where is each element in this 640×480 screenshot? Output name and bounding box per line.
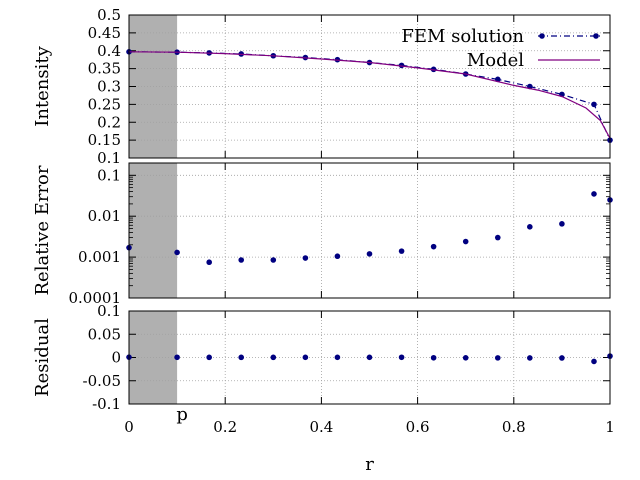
legend: FEM solution Model (401, 26, 600, 71)
y-tick-label: 0.01 (88, 207, 121, 225)
data-point (398, 354, 405, 361)
legend-label: Model (467, 50, 524, 71)
x-tick-label: 0.4 (309, 418, 333, 436)
series-line (128, 51, 611, 139)
series-model (128, 51, 611, 139)
y-tick-label: -0.05 (83, 372, 121, 390)
annotation-p: p (176, 404, 188, 425)
y-tick-label: 0.5 (97, 6, 121, 24)
data-point (302, 255, 309, 261)
data-point (462, 355, 469, 361)
panel-residual: -0.1 -0.05 0 0.05 0.1 Residual 0 0.2 0.4 0.6 0.8 1 r… (32, 302, 615, 475)
legend-label: FEM solution (401, 26, 524, 47)
data-point (591, 191, 597, 197)
data-point (270, 354, 277, 361)
data-point (430, 354, 437, 361)
y-tick-label: 0.0001 (69, 289, 122, 307)
panel-relative-error: 0.0001 0.001 0.01 0.1 Relative Error (32, 162, 613, 307)
y-tick-label: 0.35 (88, 60, 121, 78)
y-tick-label: 0 (111, 349, 121, 367)
plot-frame (128, 162, 611, 299)
data-point (430, 243, 437, 250)
y-axis-label: Intensity (32, 45, 53, 126)
panel-intensity: 0.10.150.20.250.30.350.40.450.5 Intensity… (32, 6, 613, 167)
data-point (559, 355, 565, 361)
data-point (494, 355, 501, 361)
y-tick-label: 0.45 (88, 24, 121, 42)
data-point (494, 234, 501, 241)
y-tick-label: 0.05 (88, 325, 121, 343)
data-point (398, 248, 405, 254)
y-tick-label: 0.4 (97, 42, 121, 60)
y-tick-label: 0.2 (97, 113, 121, 131)
data-point (462, 238, 469, 245)
data-point (174, 249, 180, 256)
data-point (206, 354, 212, 361)
y-tick-label: 0.1 (97, 166, 121, 184)
y-tick-label: 0.1 (97, 149, 121, 167)
data-point (238, 257, 245, 263)
data-point (334, 253, 341, 260)
y-tick-label: -0.1 (92, 395, 121, 413)
data-point (174, 354, 180, 361)
data-point (270, 257, 277, 263)
data-point (206, 259, 212, 266)
data-point (559, 221, 565, 227)
legend-marker (593, 33, 599, 39)
y-tick-label: 0.15 (88, 131, 121, 149)
shaded-region (129, 163, 178, 298)
data-point (527, 355, 533, 361)
y-tick-label: 0.1 (97, 302, 121, 320)
data-point (366, 251, 373, 257)
x-tick-label: 0.2 (213, 418, 237, 436)
data-point (527, 224, 533, 230)
plot-frame (128, 14, 611, 159)
x-axis-label: r (365, 454, 374, 475)
x-tick-label: 0.6 (406, 418, 430, 436)
series-relative-error-points (126, 191, 613, 266)
x-tick-label: 0 (124, 418, 134, 436)
y-axis-label: Relative Error (32, 165, 53, 295)
x-tick-label: 0.8 (502, 418, 526, 436)
y-tick-label: 0.25 (88, 95, 121, 113)
data-point (302, 354, 309, 361)
y-axis-label: Residual (32, 318, 53, 397)
data-point (591, 358, 597, 365)
data-point (334, 354, 341, 361)
y-tick-label: 0.001 (78, 248, 121, 266)
plot-frame (128, 310, 611, 405)
series-residual-points (126, 353, 613, 365)
legend-marker (539, 33, 545, 39)
series-fem-solution (126, 49, 613, 143)
data-point (238, 354, 245, 361)
data-point (591, 101, 597, 108)
x-tick-label: 1 (605, 418, 615, 436)
y-tick-label: 0.3 (97, 78, 121, 96)
data-point (366, 354, 373, 361)
